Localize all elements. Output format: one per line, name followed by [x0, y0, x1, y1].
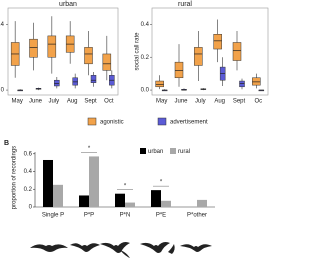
- x-tick-label: May: [156, 99, 167, 105]
- legend-swatch: [87, 117, 97, 126]
- bar: [43, 159, 53, 207]
- x-tick-label: Sept: [84, 99, 97, 105]
- box: [90, 75, 97, 83]
- box: [252, 77, 261, 86]
- plot-frame: [7, 7, 119, 96]
- x-tick-label: July: [48, 99, 59, 105]
- x-tick-label: Oc: [254, 99, 262, 105]
- legend-swatch: [157, 117, 167, 126]
- y-tick-label: 0.6: [24, 151, 33, 157]
- box: [174, 61, 184, 79]
- x-tick-label: June: [29, 99, 43, 105]
- bar: [89, 156, 99, 207]
- bar: [161, 200, 171, 207]
- y-tick-label: 0.2: [141, 55, 150, 61]
- y-axis-label: social call rate: [135, 32, 141, 71]
- figure: urban 0 0.4 May June July Aug Sept Oct agonistic a…: [0, 1, 269, 258]
- x-tick-label: Sept: [233, 99, 246, 105]
- legend-swatch: [140, 148, 146, 154]
- panel-label: B: [4, 140, 9, 147]
- x-tick-label: P*P: [84, 213, 94, 219]
- box: [232, 42, 242, 61]
- box: [194, 47, 203, 66]
- box: [54, 79, 60, 87]
- plot-frame: [151, 7, 269, 96]
- bar: [79, 195, 89, 207]
- x-tick-label: P*other: [187, 213, 207, 219]
- x-tick-label: Oct: [104, 99, 114, 105]
- box: [29, 38, 38, 58]
- bat-silhouettes: [30, 242, 212, 258]
- significance-marker: *: [124, 183, 127, 189]
- y-tick-label: 0: [29, 205, 33, 211]
- bar: [125, 202, 135, 207]
- significance-marker: *: [88, 146, 91, 152]
- y-tick-label: 0.4: [0, 22, 5, 28]
- x-tick-label: Single P: [42, 213, 64, 219]
- box: [213, 34, 222, 50]
- box: [239, 80, 245, 88]
- y-tick-label: 0.4: [24, 169, 33, 175]
- y-tick-label: 0: [1, 88, 5, 94]
- box: [155, 80, 164, 88]
- bar: [115, 193, 125, 207]
- box: [72, 77, 78, 86]
- chart-title: urban: [59, 1, 77, 8]
- bar: [197, 199, 207, 207]
- x-tick-label: May: [11, 99, 22, 105]
- chart-title: rural: [178, 1, 192, 8]
- box: [47, 35, 57, 58]
- box: [102, 53, 112, 71]
- box: [84, 47, 93, 65]
- bar: [53, 184, 63, 207]
- y-tick-label: 0.0: [141, 88, 150, 94]
- legend-swatch: [170, 148, 176, 154]
- x-tick-label: P*N: [120, 213, 131, 219]
- significance-marker: *: [160, 180, 163, 186]
- bar: [151, 190, 161, 207]
- x-tick-label: June: [174, 99, 188, 105]
- x-tick-label: Aug: [214, 99, 225, 105]
- legend-label: agonistic: [100, 120, 124, 126]
- legend-label: rural: [178, 149, 190, 155]
- y-tick-label: 0.4: [141, 22, 150, 28]
- y-axis-label: proportion of recordings: [12, 146, 18, 209]
- y-tick-label: 0.2: [24, 187, 33, 193]
- legend-label: urban: [148, 149, 163, 155]
- x-tick-label: P*E: [156, 213, 166, 219]
- x-tick-label: Aug: [67, 99, 78, 105]
- x-tick-label: July: [195, 99, 206, 105]
- legend-label: advertisement: [170, 120, 208, 126]
